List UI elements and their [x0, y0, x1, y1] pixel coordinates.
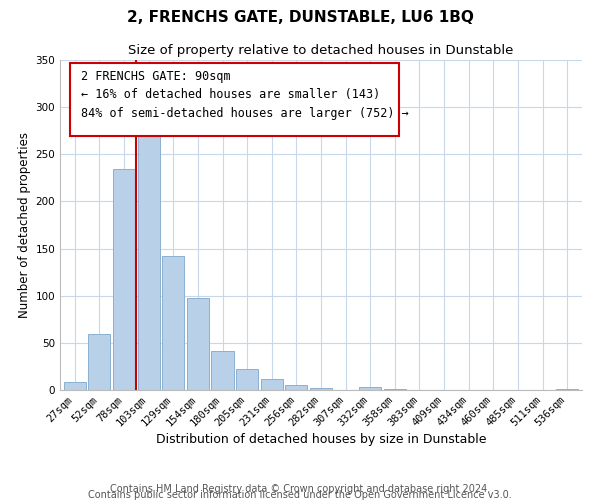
- Text: 2 FRENCHS GATE: 90sqm
← 16% of detached houses are smaller (143)
84% of semi-det: 2 FRENCHS GATE: 90sqm ← 16% of detached …: [81, 70, 409, 120]
- Bar: [64, 382, 86, 390]
- Bar: [384, 389, 406, 390]
- FancyBboxPatch shape: [70, 64, 400, 136]
- Bar: [359, 387, 382, 390]
- Bar: [211, 352, 233, 390]
- X-axis label: Distribution of detached houses by size in Dunstable: Distribution of detached houses by size …: [156, 432, 486, 446]
- Bar: [556, 389, 578, 390]
- Bar: [236, 370, 258, 390]
- Bar: [310, 388, 332, 390]
- Bar: [162, 256, 184, 390]
- Title: Size of property relative to detached houses in Dunstable: Size of property relative to detached ho…: [128, 44, 514, 58]
- Bar: [260, 378, 283, 390]
- Text: Contains HM Land Registry data © Crown copyright and database right 2024.: Contains HM Land Registry data © Crown c…: [110, 484, 490, 494]
- Bar: [137, 118, 160, 390]
- Y-axis label: Number of detached properties: Number of detached properties: [18, 132, 31, 318]
- Bar: [285, 386, 307, 390]
- Bar: [187, 298, 209, 390]
- Text: Contains public sector information licensed under the Open Government Licence v3: Contains public sector information licen…: [88, 490, 512, 500]
- Bar: [88, 334, 110, 390]
- Text: 2, FRENCHS GATE, DUNSTABLE, LU6 1BQ: 2, FRENCHS GATE, DUNSTABLE, LU6 1BQ: [127, 10, 473, 25]
- Bar: [113, 170, 135, 390]
